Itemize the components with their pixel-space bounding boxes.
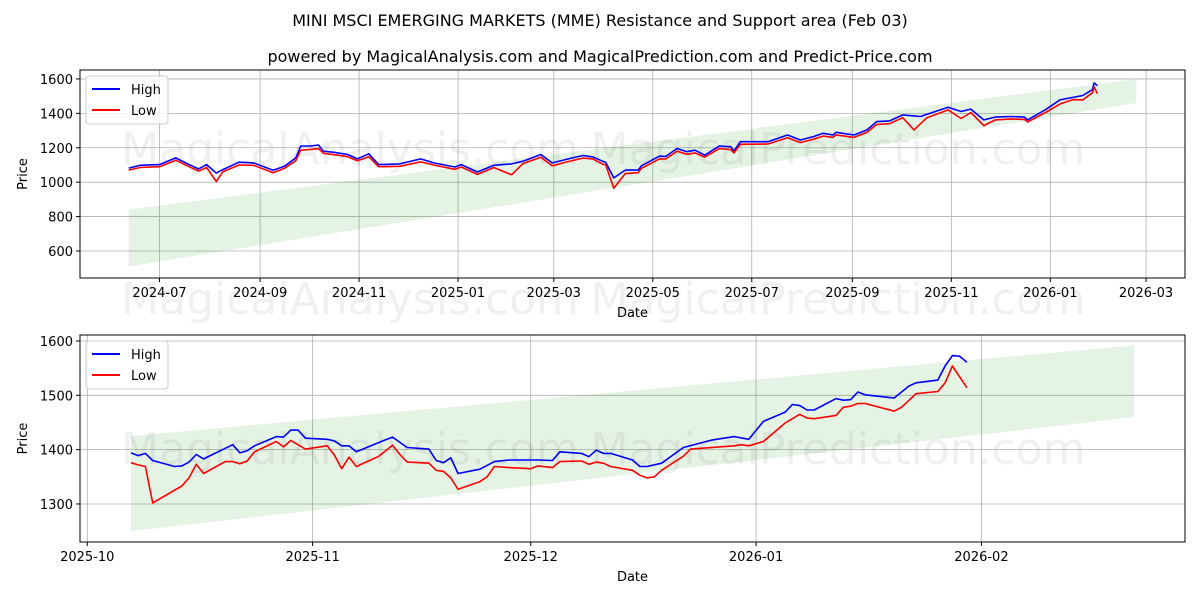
x-axis-label: Date [617,570,648,585]
legend: High Low [85,340,169,390]
x-tick-label: 2025-12 [504,550,558,565]
y-tick-label: 600 [48,245,73,260]
x-tick-label: 2026-03 [1119,286,1173,301]
x-tick-label: 2025-09 [825,286,879,301]
y-tick-label: 800 [48,211,73,226]
top-chart: 600 800 1000 1200 1400 1600 2024-07 2024-09 2024… [16,69,1186,325]
low-series-line [128,86,1099,189]
watermark: MagicalPrediction.com [591,124,1086,175]
x-tick-label: 2026-02 [954,550,1008,565]
chart-title: MINI MSCI EMERGING MARKETS (MME) Resista… [292,11,908,30]
x-tick-label: 2025-11 [285,550,339,565]
y-tick-label: 1300 [40,498,73,513]
y-axis-label: Price [16,423,31,455]
watermark: MagicalPrediction.com [591,274,1086,325]
legend-label-low: Low [131,369,157,384]
x-tick-label: 2026-01 [1023,286,1077,301]
y-axis-label: Price [16,158,31,190]
watermark: MagicalAnalysis.com [121,124,579,175]
watermark: MagicalAnalysis.com [121,274,579,325]
y-tick-label: 1600 [40,73,73,88]
x-tick-label: 2025-03 [527,286,581,301]
legend-label-high: High [131,83,161,98]
y-tick-label: 1000 [40,176,73,191]
x-tick-label: 2025-05 [626,286,680,301]
x-tick-label: 2024-07 [132,286,186,301]
watermark: MagicalPrediction.com [591,424,1086,475]
x-tick-label: 2025-07 [725,286,779,301]
high-series-line [128,82,1098,179]
y-tick-label: 1400 [40,444,73,459]
plot-frame [79,334,1186,543]
x-tick-label: 2025-10 [60,550,114,565]
y-tick-label: 1200 [40,142,73,157]
legend-label-high: High [131,348,161,363]
y-tick-label: 1600 [40,335,73,350]
legend-label-low: Low [131,104,157,119]
legend: High Low [85,75,169,125]
plot-frame [79,69,1186,279]
chart-subtitle: powered by MagicalAnalysis.com and Magic… [267,47,932,66]
x-tick-label: 2024-09 [233,286,287,301]
x-axis-label: Date [617,306,648,321]
low-series-line [130,365,968,504]
high-series-line [130,354,968,475]
y-tick-label: 1400 [40,107,73,122]
x-tick-label: 2025-11 [924,286,978,301]
y-tick-label: 1500 [40,389,73,404]
x-tick-label: 2025-01 [431,286,485,301]
x-tick-label: 2026-01 [729,550,783,565]
bottom-chart: 1300 1400 1500 1600 2025-10 2025-11 2025-12 202… [16,334,1186,585]
x-tick-label: 2024-11 [332,286,386,301]
support-resistance-band [130,345,1135,532]
